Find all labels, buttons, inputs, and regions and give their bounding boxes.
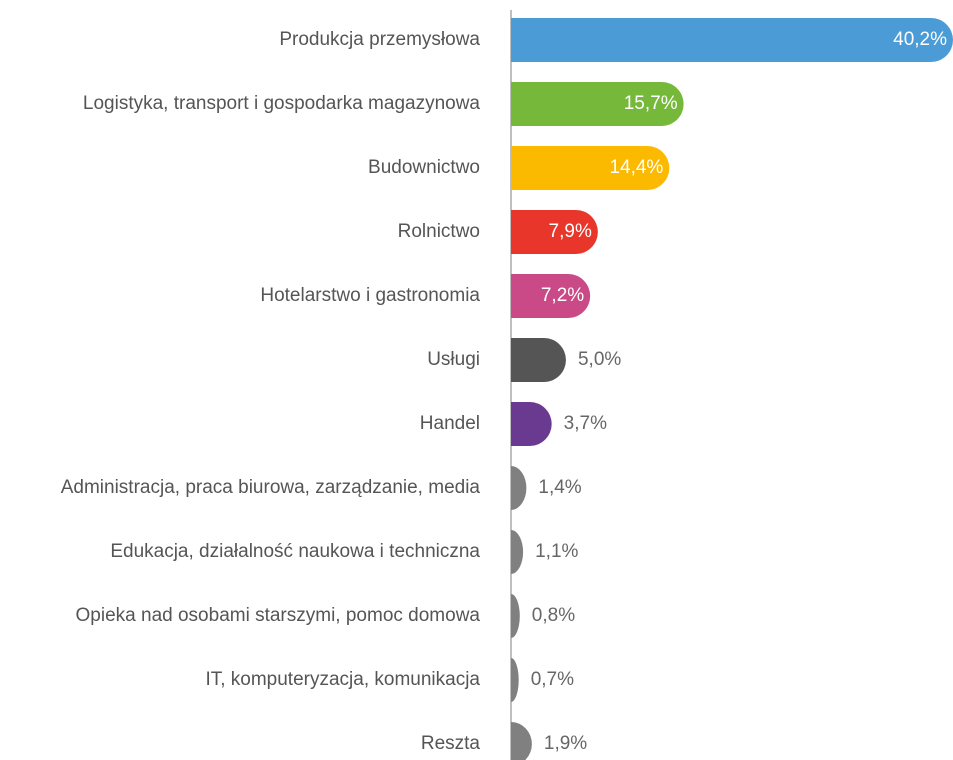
bar <box>511 594 520 638</box>
value-label: 5,0% <box>578 349 621 370</box>
value-label: 7,2% <box>541 285 584 306</box>
category-label: IT, komputeryzacja, komunikacja <box>205 669 480 690</box>
bar <box>511 274 591 318</box>
category-label: Logistyka, transport i gospodarka magazy… <box>83 93 481 114</box>
category-label: Handel <box>420 413 480 434</box>
category-label: Budownictwo <box>368 157 480 178</box>
bar <box>511 466 527 510</box>
bar <box>511 18 953 62</box>
bar <box>511 658 519 702</box>
bar <box>511 82 684 126</box>
bar <box>511 530 524 574</box>
category-label: Administracja, praca biurowa, zarządzani… <box>61 477 481 498</box>
value-label: 40,2% <box>893 29 947 50</box>
value-label: 0,8% <box>532 605 575 626</box>
category-label: Rolnictwo <box>398 221 480 242</box>
value-label: 14,4% <box>609 157 663 178</box>
value-label: 3,7% <box>564 413 607 434</box>
category-label: Reszta <box>421 733 481 754</box>
category-label: Produkcja przemysłowa <box>279 29 480 50</box>
value-label: 1,4% <box>538 477 581 498</box>
bar <box>511 146 670 190</box>
category-label: Usługi <box>427 349 480 370</box>
category-label: Opieka nad osobami starszymi, pomoc domo… <box>76 605 481 626</box>
bar <box>511 402 552 446</box>
value-label: 1,9% <box>544 733 587 754</box>
value-label: 7,9% <box>549 221 592 242</box>
value-label: 0,7% <box>531 669 574 690</box>
value-label: 15,7% <box>624 93 678 114</box>
bar <box>511 210 598 254</box>
bar <box>511 722 532 760</box>
value-label: 1,1% <box>535 541 578 562</box>
bar <box>511 338 566 382</box>
category-label: Edukacja, działalność naukowa i technicz… <box>110 541 480 562</box>
category-label: Hotelarstwo i gastronomia <box>260 285 480 306</box>
